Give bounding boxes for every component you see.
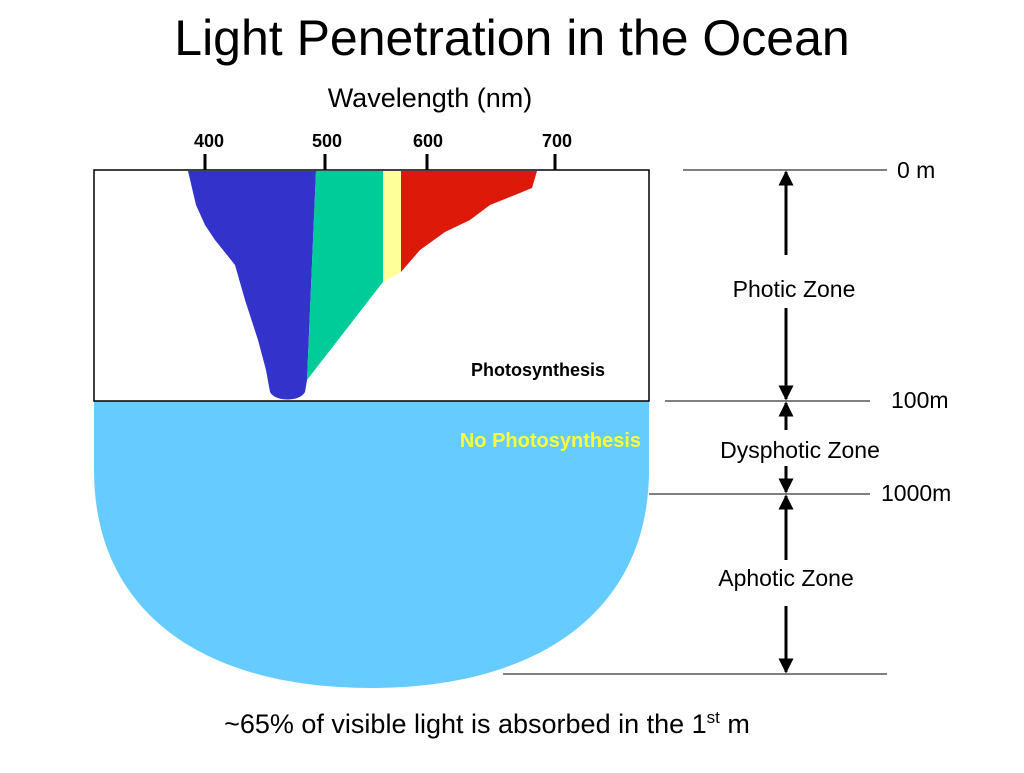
depth-label: 100m	[891, 387, 949, 413]
footer-unit: m	[720, 709, 750, 739]
no-photosynthesis-label: No Photosynthesis	[460, 430, 641, 452]
footer-superscript: st	[707, 708, 721, 727]
tick-label: 600	[413, 131, 443, 151]
depth-label: 1000m	[881, 480, 951, 506]
deep-water	[94, 401, 649, 688]
title: Light Penetration in the Ocean	[174, 10, 849, 66]
photosynthesis-label: Photosynthesis	[471, 360, 605, 380]
green-light	[307, 171, 383, 380]
tick-label: 500	[312, 131, 342, 151]
tick-label: 400	[194, 131, 224, 151]
tick-marks	[203, 154, 557, 170]
depth-lines	[503, 169, 887, 675]
depth-label: 0 m	[897, 157, 935, 183]
footer-text: ~65% of visible light is absorbed in the…	[224, 709, 707, 739]
zone-label: Photic Zone	[733, 276, 856, 302]
blue-light	[188, 171, 316, 400]
tick-label: 700	[542, 131, 572, 151]
footer: ~65% of visible light is absorbed in the…	[224, 708, 750, 739]
axis-label: Wavelength (nm)	[328, 83, 533, 113]
red-light	[401, 171, 537, 272]
zone-label: Dysphotic Zone	[720, 437, 880, 463]
zone-label: Aphotic Zone	[718, 565, 854, 591]
yellow-light	[383, 171, 401, 282]
